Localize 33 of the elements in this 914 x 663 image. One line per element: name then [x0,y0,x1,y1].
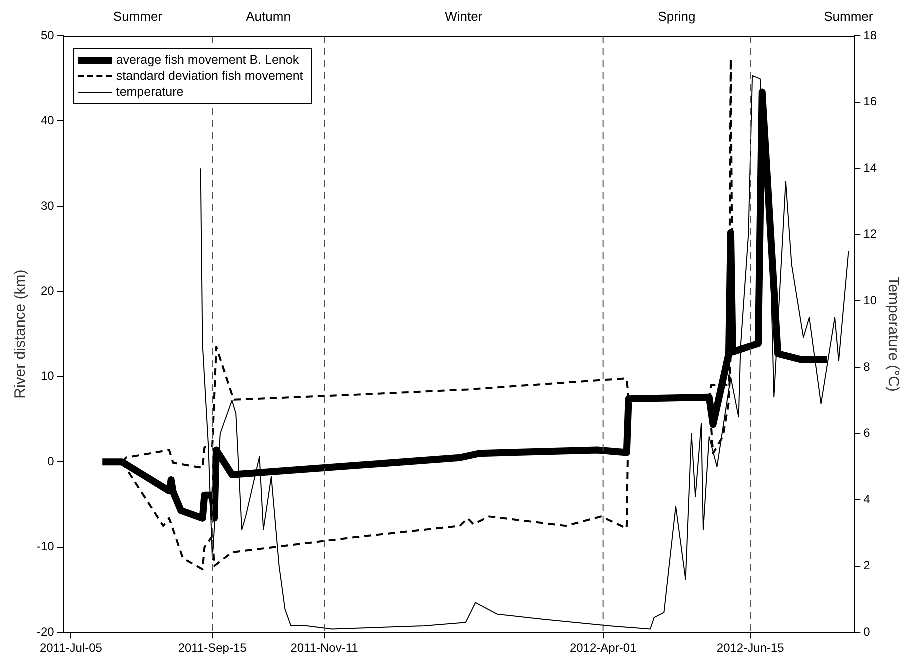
text: Winter [445,9,484,24]
y-axis-title: River distance (km) [12,270,30,399]
y-tick-label: 50 [40,28,55,42]
x-tick-label: 2011-Jul-05 [40,641,103,656]
y-tick-label: 30 [40,198,55,213]
y2-tick-label: 4 [864,492,871,506]
y2-tick-label: 6 [864,426,871,440]
y2-tick-label: 8 [864,360,871,374]
x-tick-label: 2012-Jun-15 [716,641,785,656]
y-tick-label: 0 [48,454,55,468]
y-tick-label: -10 [37,540,55,554]
legend-label: average fish movement B. Lenok [116,52,300,68]
text: Summer [824,9,874,24]
x-tick-label: 2011-Nov-11 [290,641,359,656]
y-tick-label: 40 [40,114,55,128]
y2-tick-label: 2 [864,558,871,573]
y2-tick-label: 10 [864,293,878,308]
x-tick-label: 2011-Sep-15 [178,641,248,656]
y2-tick-label: 18 [864,28,878,42]
text: Autumn [246,9,291,24]
y2-axis-title: Temperature (°C) [884,276,902,392]
y-tick-label: 20 [40,284,55,298]
y2-tick-label: 12 [864,227,878,242]
text: Summer [113,9,164,24]
y-tick-label: 10 [40,369,55,384]
legend-label: temperature [116,84,184,100]
x-tick-label: 2012-Apr-01 [570,641,637,656]
y2-tick-label: 0 [864,624,871,639]
text: Spring [658,9,696,24]
y-tick-label: -20 [37,624,55,639]
y2-tick-label: 14 [864,160,878,175]
legend-label: standard deviation fish movement [116,68,304,84]
y2-tick-label: 16 [864,94,878,109]
